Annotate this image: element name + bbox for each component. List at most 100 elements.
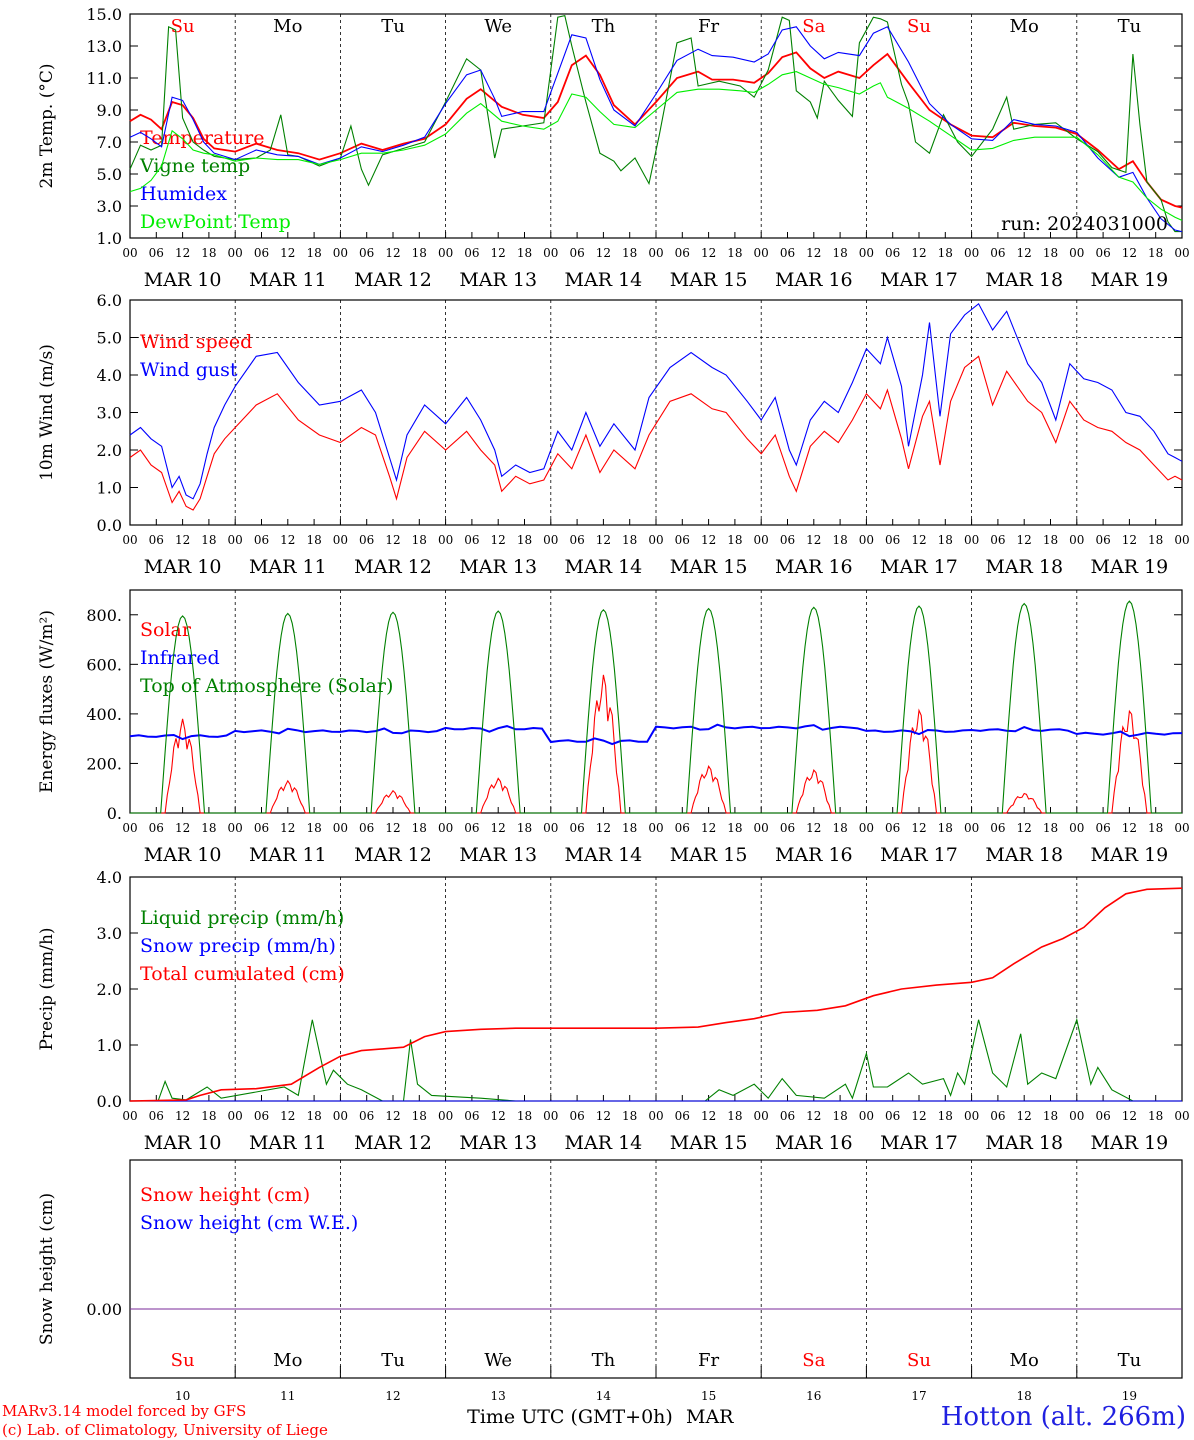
y-tick-label: 3.0 — [97, 197, 122, 216]
y-tick-label: 800. — [86, 606, 122, 625]
plot-frame — [129, 299, 1183, 526]
day-number: 12 — [385, 1389, 400, 1403]
hour-tick-label: 12 — [385, 533, 400, 547]
hour-tick-label: 18 — [517, 246, 532, 260]
day-number: 11 — [280, 1389, 295, 1403]
hour-tick-label: 06 — [780, 1109, 795, 1123]
hour-tick-label: 12 — [280, 821, 295, 835]
hour-tick-label: 06 — [675, 821, 690, 835]
hour-tick-label: 12 — [1122, 246, 1137, 260]
hour-tick-label: 18 — [1043, 1109, 1058, 1123]
date-label: MAR 12 — [354, 1132, 432, 1154]
hour-tick-label: 18 — [1043, 821, 1058, 835]
date-label: MAR 12 — [354, 556, 432, 578]
day-number: 15 — [701, 1389, 716, 1403]
hour-tick-label: 00 — [1069, 246, 1084, 260]
hour-tick-label: 06 — [885, 1109, 900, 1123]
hour-tick-label: 00 — [333, 246, 348, 260]
hour-tick-label: 00 — [1174, 246, 1189, 260]
y-tick-label: 0. — [107, 804, 122, 823]
hour-tick-label: 00 — [438, 821, 453, 835]
hour-tick-label: 00 — [228, 533, 243, 547]
hour-tick-label: 12 — [596, 821, 611, 835]
hour-tick-label: 00 — [1069, 533, 1084, 547]
weekday-label: We — [484, 1350, 512, 1371]
series-line — [129, 51, 1183, 209]
date-label: MAR 10 — [144, 1132, 222, 1154]
hour-tick-label: 06 — [675, 246, 690, 260]
credit-line-1: MARv3.14 model forced by GFS — [2, 1402, 247, 1420]
hour-tick-label: 06 — [1095, 246, 1110, 260]
hour-tick-label: 12 — [1017, 821, 1032, 835]
weekday-label: Mo — [1010, 16, 1039, 37]
date-label: MAR 18 — [985, 844, 1063, 866]
date-label: MAR 17 — [880, 1132, 958, 1154]
hour-tick-label: 00 — [438, 533, 453, 547]
hour-tick-label: 00 — [964, 821, 979, 835]
hour-tick-label: 18 — [1148, 1109, 1163, 1123]
hour-tick-label: 00 — [438, 1109, 453, 1123]
hour-tick-label: 18 — [517, 533, 532, 547]
legend-entry: Top of Atmosphere (Solar) — [140, 675, 393, 697]
hour-tick-label: 12 — [596, 246, 611, 260]
hour-tick-label: 06 — [254, 246, 269, 260]
legend-entry: Snow precip (mm/h) — [140, 935, 336, 957]
date-label: MAR 15 — [670, 556, 748, 578]
hour-tick-label: 18 — [1148, 821, 1163, 835]
series-line — [129, 71, 1183, 221]
hour-tick-label: 18 — [727, 1109, 742, 1123]
hour-tick-label: 12 — [1122, 1109, 1137, 1123]
y-tick-label: 6.0 — [97, 291, 122, 310]
hour-tick-label: 00 — [754, 246, 769, 260]
day-number: 10 — [175, 1389, 190, 1403]
hour-tick-label: 00 — [122, 821, 137, 835]
weekday-label: Mo — [1010, 1350, 1039, 1371]
weekday-label: Mo — [273, 16, 302, 37]
date-label: MAR 14 — [565, 844, 643, 866]
legend-entry: Infrared — [140, 647, 220, 669]
hour-tick-label: 12 — [806, 533, 821, 547]
hour-tick-label: 00 — [543, 821, 558, 835]
hour-tick-label: 06 — [885, 533, 900, 547]
y-tick-label: 5.0 — [97, 165, 122, 184]
panel-5: Snow height (cm) 0.00 Su Mo Tu We Th Fr Sa Su Mo Tu… — [37, 1159, 1183, 1428]
y-tick-label: 600. — [86, 655, 122, 674]
hour-tick-label: 00 — [333, 533, 348, 547]
weekday-label: Tu — [1118, 16, 1142, 37]
hour-tick-label: 18 — [1043, 533, 1058, 547]
hour-tick-label: 18 — [622, 1109, 637, 1123]
hour-tick-label: 18 — [306, 246, 321, 260]
hour-tick-label: 00 — [122, 1109, 137, 1123]
hour-tick-label: 06 — [569, 821, 584, 835]
hour-tick-label: 00 — [333, 821, 348, 835]
date-label: MAR 18 — [985, 556, 1063, 578]
hour-tick-label: 12 — [911, 821, 926, 835]
y-tick-label: 3.0 — [97, 404, 122, 423]
hour-tick-label: 18 — [517, 1109, 532, 1123]
hour-tick-label: 00 — [754, 533, 769, 547]
hour-tick-label: 06 — [990, 821, 1005, 835]
weekday-label: We — [484, 16, 512, 37]
hour-tick-label: 00 — [333, 1109, 348, 1123]
panel-2: 10m Wind (m/s) 0.0 1.0 2.0 3.0 4.0 5.0 6.0 00 06 1… — [37, 291, 1190, 578]
date-label: MAR 11 — [249, 556, 327, 578]
hour-tick-label: 12 — [806, 821, 821, 835]
y-axis-label: Energy fluxes (W/m²) — [37, 610, 57, 793]
weekday-label: Tu — [1118, 1350, 1142, 1371]
date-label: MAR 10 — [144, 269, 222, 291]
date-label: MAR 11 — [249, 1132, 327, 1154]
hour-tick-label: 12 — [1017, 1109, 1032, 1123]
hour-tick-label: 00 — [859, 821, 874, 835]
hour-tick-label: 18 — [832, 1109, 847, 1123]
date-label: MAR 14 — [565, 1132, 643, 1154]
weekday-label: Su — [907, 16, 931, 37]
hour-tick-label: 18 — [1043, 246, 1058, 260]
hour-tick-label: 12 — [385, 1109, 400, 1123]
hour-tick-label: 12 — [806, 246, 821, 260]
date-label: MAR 16 — [775, 269, 853, 291]
hour-tick-label: 18 — [306, 533, 321, 547]
hour-tick-label: 12 — [596, 533, 611, 547]
hour-tick-label: 18 — [1148, 533, 1163, 547]
hour-tick-label: 06 — [675, 533, 690, 547]
y-axis-label: 2m Temp. (°C) — [37, 63, 57, 188]
